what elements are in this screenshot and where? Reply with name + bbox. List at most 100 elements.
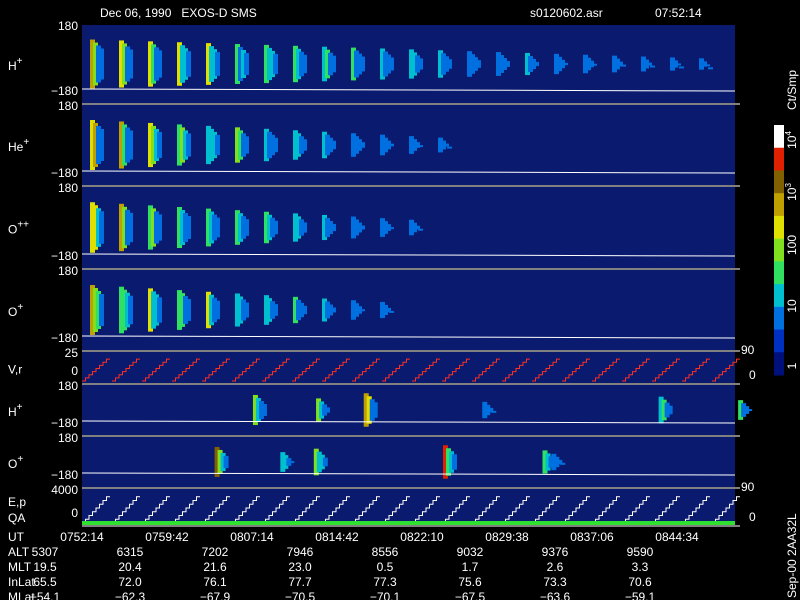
spectrum-blob — [296, 48, 301, 80]
right-tick: 90 — [741, 343, 755, 357]
spectrum-blob — [90, 202, 95, 253]
spectrum-blob — [412, 139, 417, 151]
spectrum-blob — [212, 214, 217, 241]
cell: −67.9 — [200, 590, 231, 600]
spectrum-blob — [215, 217, 220, 238]
spectrum-blob — [273, 53, 278, 75]
spectrum-blob — [438, 50, 443, 78]
panel-label: O+ — [8, 454, 23, 471]
spectrum-blob — [586, 57, 591, 71]
spectrum-blob — [215, 300, 220, 320]
trace-line — [81, 170, 736, 174]
spectrum-blob — [157, 214, 162, 241]
spectrum-blob — [206, 291, 211, 329]
spectrum-blob — [302, 222, 307, 233]
spectrum-blob — [650, 65, 655, 68]
cell: 76.1 — [203, 575, 227, 589]
cell: 23.0 — [288, 560, 312, 574]
tick-text: 10 — [785, 187, 799, 201]
spectrum-blob — [215, 134, 220, 156]
spectrum-blob — [241, 50, 246, 78]
spectrum-blob — [151, 125, 156, 165]
spectrum-blob — [293, 130, 298, 160]
spectrum-blob — [412, 52, 417, 76]
cell: 77.3 — [373, 575, 397, 589]
spectrum-blob — [322, 298, 327, 322]
spectrum-blob — [264, 128, 269, 162]
spectrum-blob — [448, 451, 454, 473]
cell: −70.5 — [285, 590, 316, 600]
spectrum-blob — [264, 211, 269, 244]
spectrum-blob — [183, 130, 188, 160]
spectrum-blob — [122, 206, 127, 249]
spectrum-blob — [560, 59, 565, 69]
panel-background — [82, 489, 735, 525]
panel-label: O+ — [8, 302, 23, 319]
spectrum-blob — [331, 223, 336, 232]
spectrum-blob — [445, 448, 451, 476]
spectrum-blob — [255, 397, 261, 423]
spectrum-blob — [206, 125, 211, 165]
spectrum-blob — [209, 211, 214, 244]
spectrum-blob — [299, 51, 304, 77]
spectrum-blob — [220, 452, 226, 472]
spectrum-blob — [383, 304, 388, 316]
spectrum-blob — [415, 225, 420, 230]
row-label: ALT — [8, 545, 30, 559]
spectrum-blob — [592, 63, 597, 66]
spectrum-blob — [325, 134, 330, 156]
spectrum-blob — [99, 211, 104, 244]
colorbar-tick: 10 — [785, 299, 799, 313]
spectrum-blob — [366, 396, 372, 424]
spectrum-blob — [328, 137, 333, 153]
spectrum-blob — [319, 454, 325, 470]
spectrum-blob — [96, 45, 101, 83]
spectrum-blob — [357, 53, 362, 75]
spectrum-blob — [296, 216, 301, 239]
colorbar-segment — [774, 170, 784, 194]
trace-line — [81, 472, 736, 476]
spectrum-blob — [316, 398, 322, 422]
spectrum-blob — [554, 456, 560, 468]
tick-top: 25 — [65, 346, 79, 360]
spectrum-blob — [467, 51, 472, 77]
panel-background — [82, 352, 735, 383]
spectrum-blob — [444, 143, 449, 147]
right-tick: 0 — [749, 368, 756, 382]
spectrum-blob — [270, 301, 275, 319]
spectrum-blob — [372, 402, 378, 418]
spectrum-blob — [293, 213, 298, 242]
spectrum-blob — [351, 133, 356, 157]
spectrum-blob — [125, 209, 130, 246]
spectrum-blob — [328, 52, 333, 76]
label-sup: + — [17, 302, 23, 313]
spectrum-blob — [212, 131, 217, 159]
spectrum-blob — [409, 136, 414, 154]
spectrum-blob — [99, 129, 104, 161]
spectrum-blob — [280, 452, 286, 472]
cell: 0844:34 — [655, 530, 699, 544]
spectrum-blob — [270, 50, 275, 78]
cell: 7946 — [287, 545, 314, 559]
tick-top: 180 — [58, 379, 78, 393]
spectrum-blob — [267, 47, 272, 81]
spectrum-blob — [289, 461, 295, 464]
spectrum-blob — [534, 61, 539, 67]
spectrum-blob — [148, 41, 153, 87]
spectrum-blob — [157, 131, 162, 159]
tick-bottom: −180 — [51, 84, 78, 98]
spectrum-blob — [612, 55, 617, 73]
spectrum-blob — [177, 290, 182, 330]
label-sup: + — [17, 402, 23, 413]
spectrum-blob — [183, 296, 188, 324]
spectrum-blob — [212, 49, 217, 79]
tick-top: 180 — [58, 181, 78, 195]
spectrum-blob — [389, 57, 394, 71]
colorbar-tick: 104 — [784, 131, 799, 149]
spectrum-blob — [328, 304, 333, 316]
tick-bottom: −180 — [51, 416, 78, 430]
spectrum-blob — [183, 212, 188, 243]
spectrum-blob — [235, 44, 240, 84]
label-text: O — [8, 457, 17, 471]
